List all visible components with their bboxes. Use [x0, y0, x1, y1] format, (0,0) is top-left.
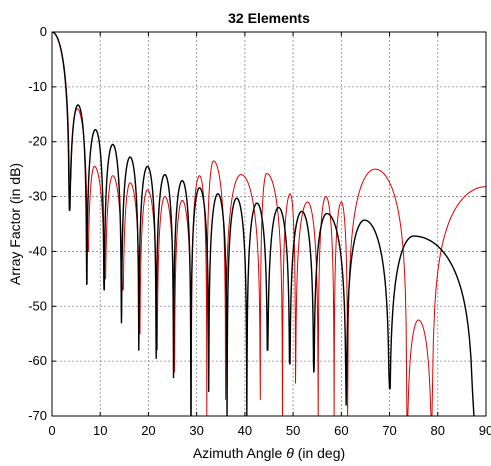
x-tick-label: 80: [431, 423, 445, 438]
plot-frame: [51, 31, 487, 417]
y-tick-label: -10: [28, 79, 47, 94]
y-tick-label: -50: [28, 298, 47, 313]
x-tick-label: 70: [382, 423, 396, 438]
y-tick-label: -30: [28, 189, 47, 204]
y-tick-label: 0: [40, 24, 47, 39]
x-tick-label: 50: [286, 423, 300, 438]
y-tick-label: -60: [28, 353, 47, 368]
series-layer: [52, 32, 486, 416]
y-tick-label: -70: [28, 408, 47, 423]
x-axis-label-suffix: (in deg): [294, 445, 345, 461]
x-axis-label-symbol: θ: [286, 445, 294, 461]
x-tick-label: 20: [141, 423, 155, 438]
x-tick-label: 30: [189, 423, 203, 438]
tick-labels: 0 10 20 30 40 50 60 70 80 90 0 -10 -20 -30 -40 -50 -60 -7…: [28, 24, 491, 438]
x-tick-label: 90: [479, 423, 491, 438]
chart-title: 32 Elements: [228, 10, 310, 26]
y-tick-label: -40: [28, 243, 47, 258]
x-axis-label: Azimuth Angle θ (in deg): [193, 445, 345, 461]
x-tick-label: 40: [238, 423, 252, 438]
y-axis-label: Array Factor (in dB): [7, 163, 23, 285]
x-axis-label-prefix: Azimuth Angle: [193, 445, 286, 461]
x-tick-label: 10: [93, 423, 107, 438]
series-line-red: [52, 32, 486, 416]
x-tick-label: 60: [334, 423, 348, 438]
y-tick-label: -20: [28, 134, 47, 149]
series-line-black: [52, 32, 475, 416]
x-tick-label: 0: [48, 423, 55, 438]
